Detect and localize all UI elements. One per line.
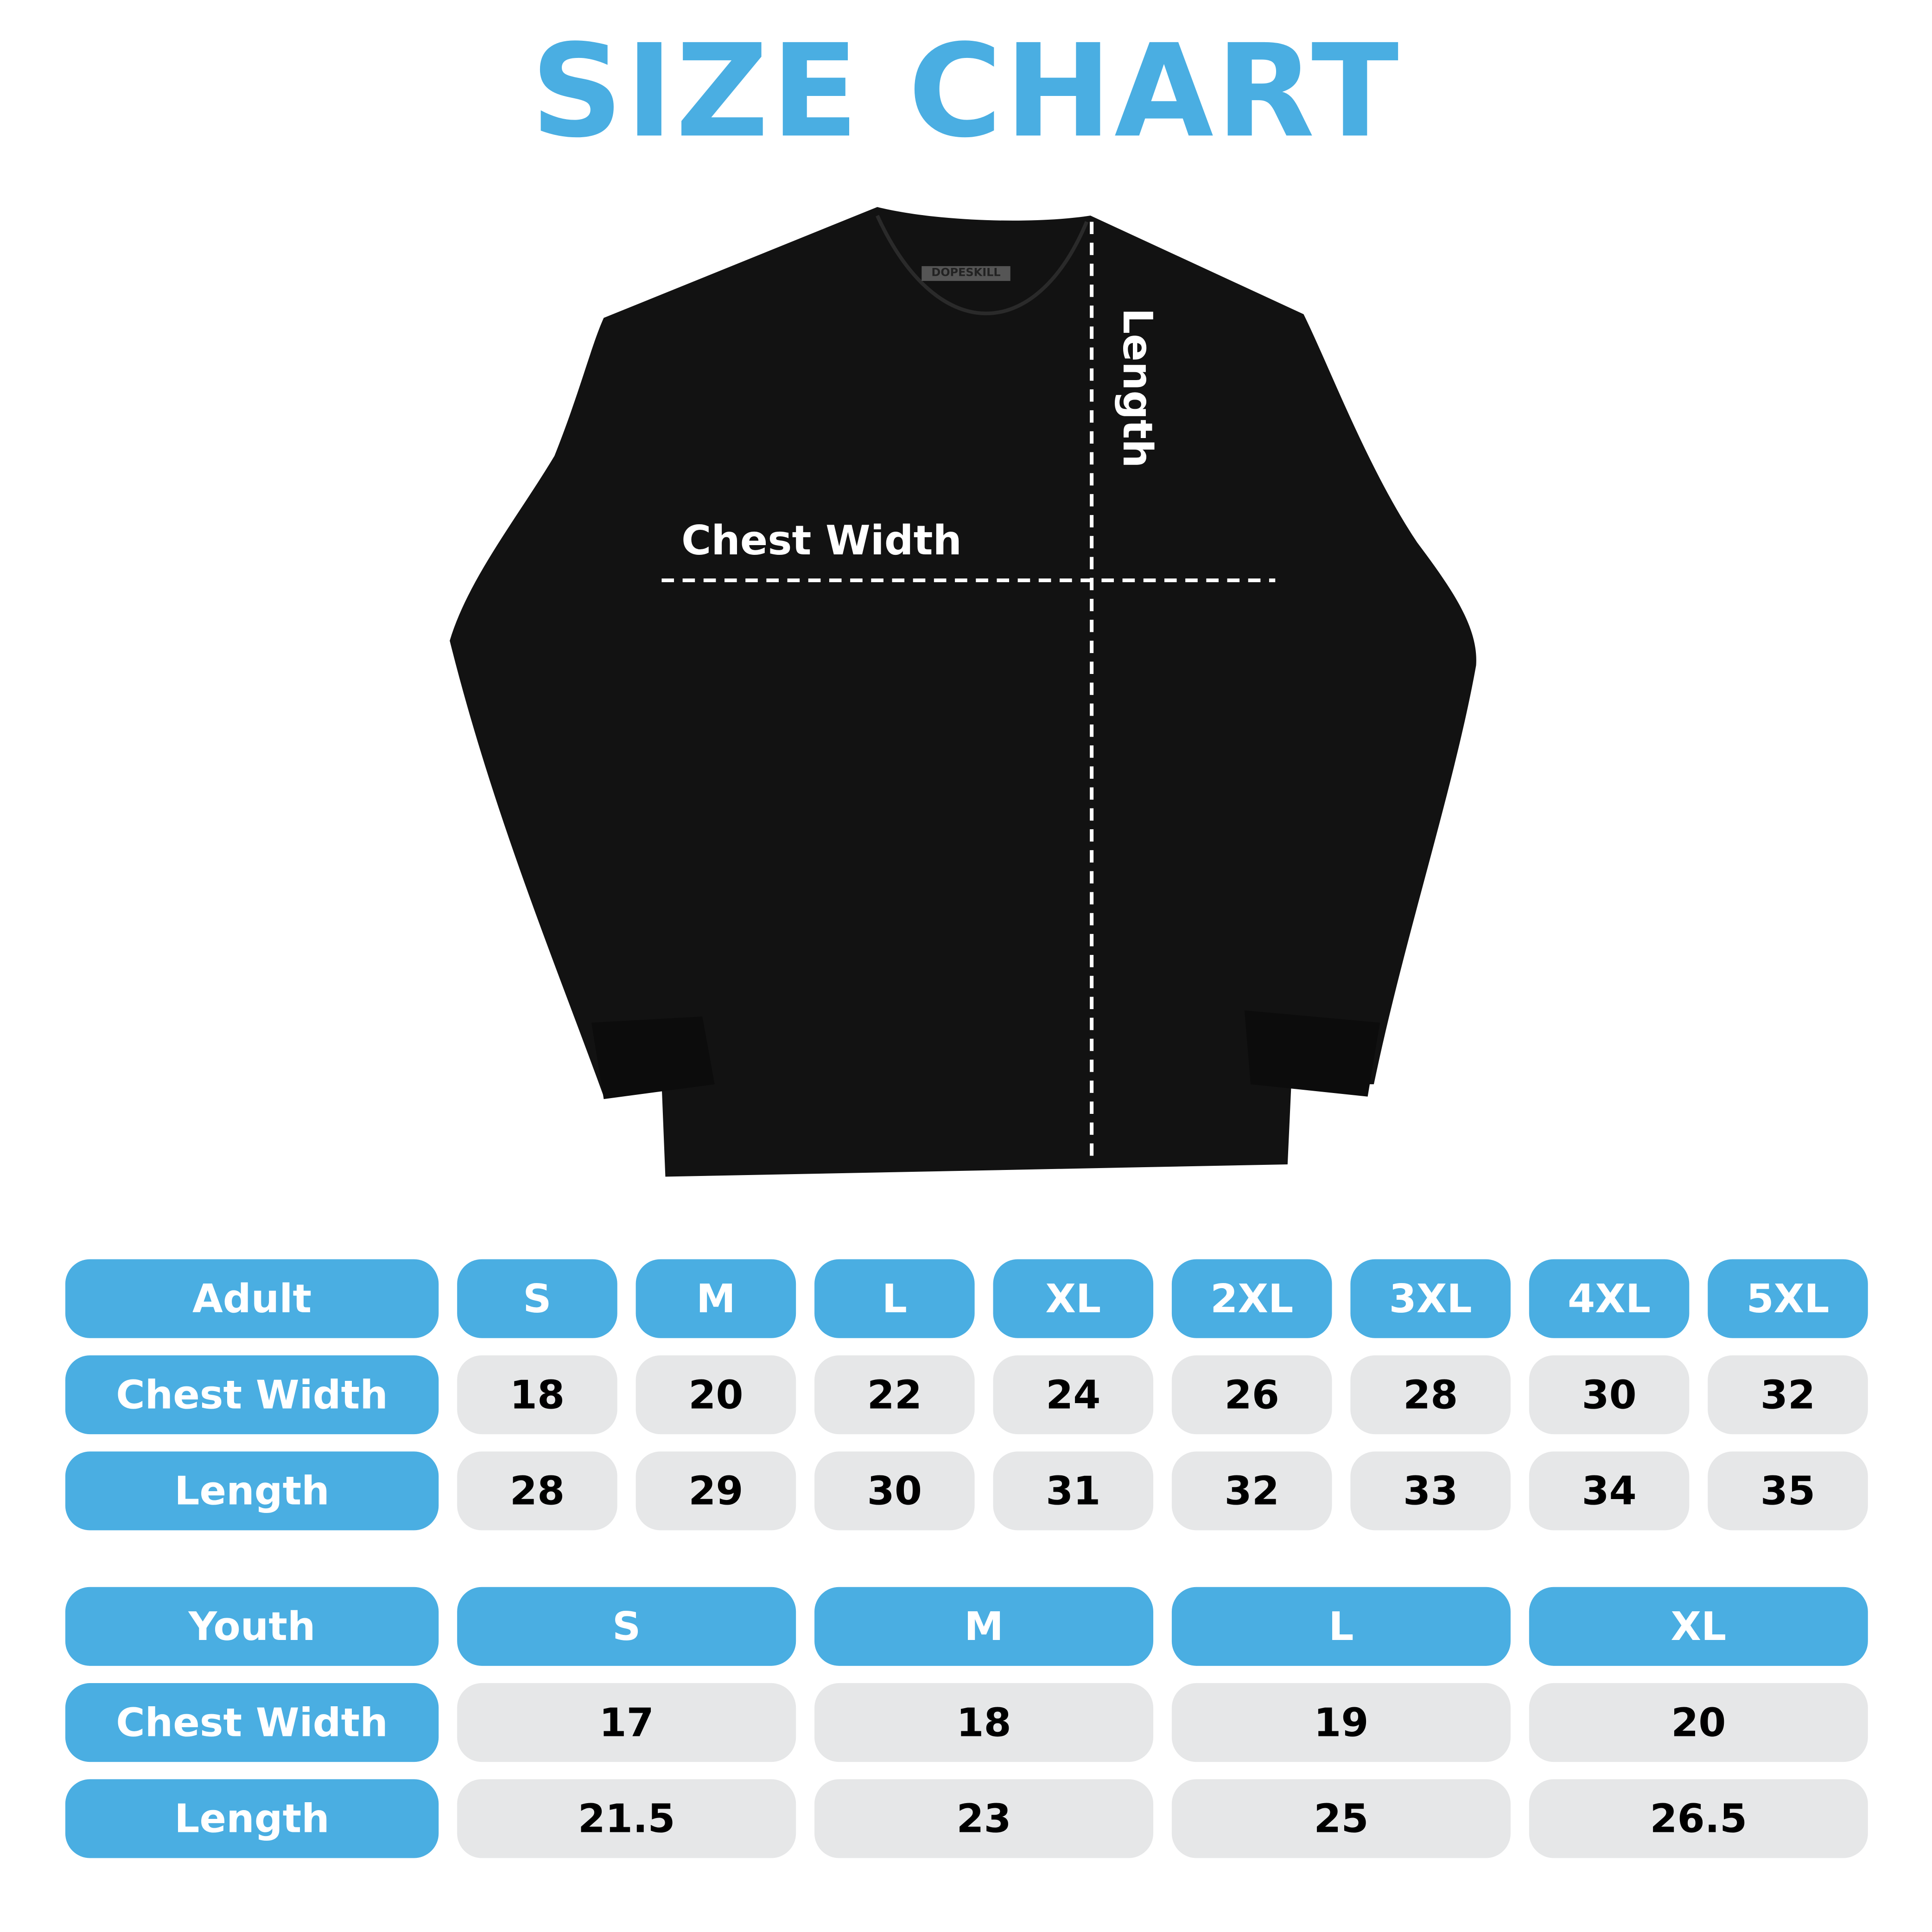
chest-width-label: Chest Width bbox=[681, 516, 962, 565]
measurement-cell: 30 bbox=[1529, 1355, 1690, 1435]
size-header-cell: XL bbox=[993, 1259, 1154, 1338]
page-title: SIZE CHART bbox=[531, 16, 1401, 166]
row-label: Length bbox=[65, 1451, 439, 1531]
size-header-cell: M bbox=[814, 1587, 1154, 1666]
measurement-cell: 18 bbox=[814, 1683, 1154, 1762]
measurement-cell: 33 bbox=[1350, 1451, 1511, 1531]
measurement-cell: 28 bbox=[457, 1451, 617, 1531]
measurement-cell: 32 bbox=[1171, 1451, 1332, 1531]
measurement-cell: 28 bbox=[1350, 1355, 1511, 1435]
shirt-body bbox=[450, 207, 1476, 1177]
size-header-cell: M bbox=[636, 1259, 796, 1338]
measurement-cell: 22 bbox=[814, 1355, 975, 1435]
measurement-cell: 21.5 bbox=[457, 1779, 796, 1858]
measurement-cell: 20 bbox=[1529, 1683, 1868, 1762]
size-header-cell: 4XL bbox=[1529, 1259, 1690, 1338]
size-header-cell: 2XL bbox=[1171, 1259, 1332, 1338]
measurement-cell: 35 bbox=[1708, 1451, 1868, 1531]
size-header-cell: XL bbox=[1529, 1587, 1868, 1666]
size-header-cell: 3XL bbox=[1350, 1259, 1511, 1338]
measurement-cell: 32 bbox=[1708, 1355, 1868, 1435]
size-header-cell: L bbox=[1171, 1587, 1511, 1666]
row-label: Chest Width bbox=[65, 1355, 439, 1435]
row-label: Length bbox=[65, 1779, 439, 1858]
size-header-cell: L bbox=[814, 1259, 975, 1338]
measurement-cell: 31 bbox=[993, 1451, 1154, 1531]
measurement-cell: 29 bbox=[636, 1451, 796, 1531]
size-header-cell: 5XL bbox=[1708, 1259, 1868, 1338]
measurement-cell: 18 bbox=[457, 1355, 617, 1435]
measurement-cell: 26 bbox=[1171, 1355, 1332, 1435]
shirt-illustration bbox=[450, 207, 1476, 1177]
row-label: Chest Width bbox=[65, 1683, 439, 1762]
length-label: Length bbox=[1113, 308, 1162, 468]
measurement-cell: 25 bbox=[1171, 1779, 1511, 1858]
measurement-cell: 24 bbox=[993, 1355, 1154, 1435]
measurement-cell: 20 bbox=[636, 1355, 796, 1435]
youth-header-label: Youth bbox=[65, 1587, 439, 1666]
brand-tag: DOPESKILL bbox=[922, 266, 1010, 281]
adult-header-label: Adult bbox=[65, 1259, 439, 1338]
measurement-cell: 17 bbox=[457, 1683, 796, 1762]
measurement-cell: 34 bbox=[1529, 1451, 1690, 1531]
measurement-cell: 26.5 bbox=[1529, 1779, 1868, 1858]
measurement-cell: 19 bbox=[1171, 1683, 1511, 1762]
measurement-cell: 30 bbox=[814, 1451, 975, 1531]
size-header-cell: S bbox=[457, 1587, 796, 1666]
measurement-cell: 23 bbox=[814, 1779, 1154, 1858]
size-header-cell: S bbox=[457, 1259, 617, 1338]
